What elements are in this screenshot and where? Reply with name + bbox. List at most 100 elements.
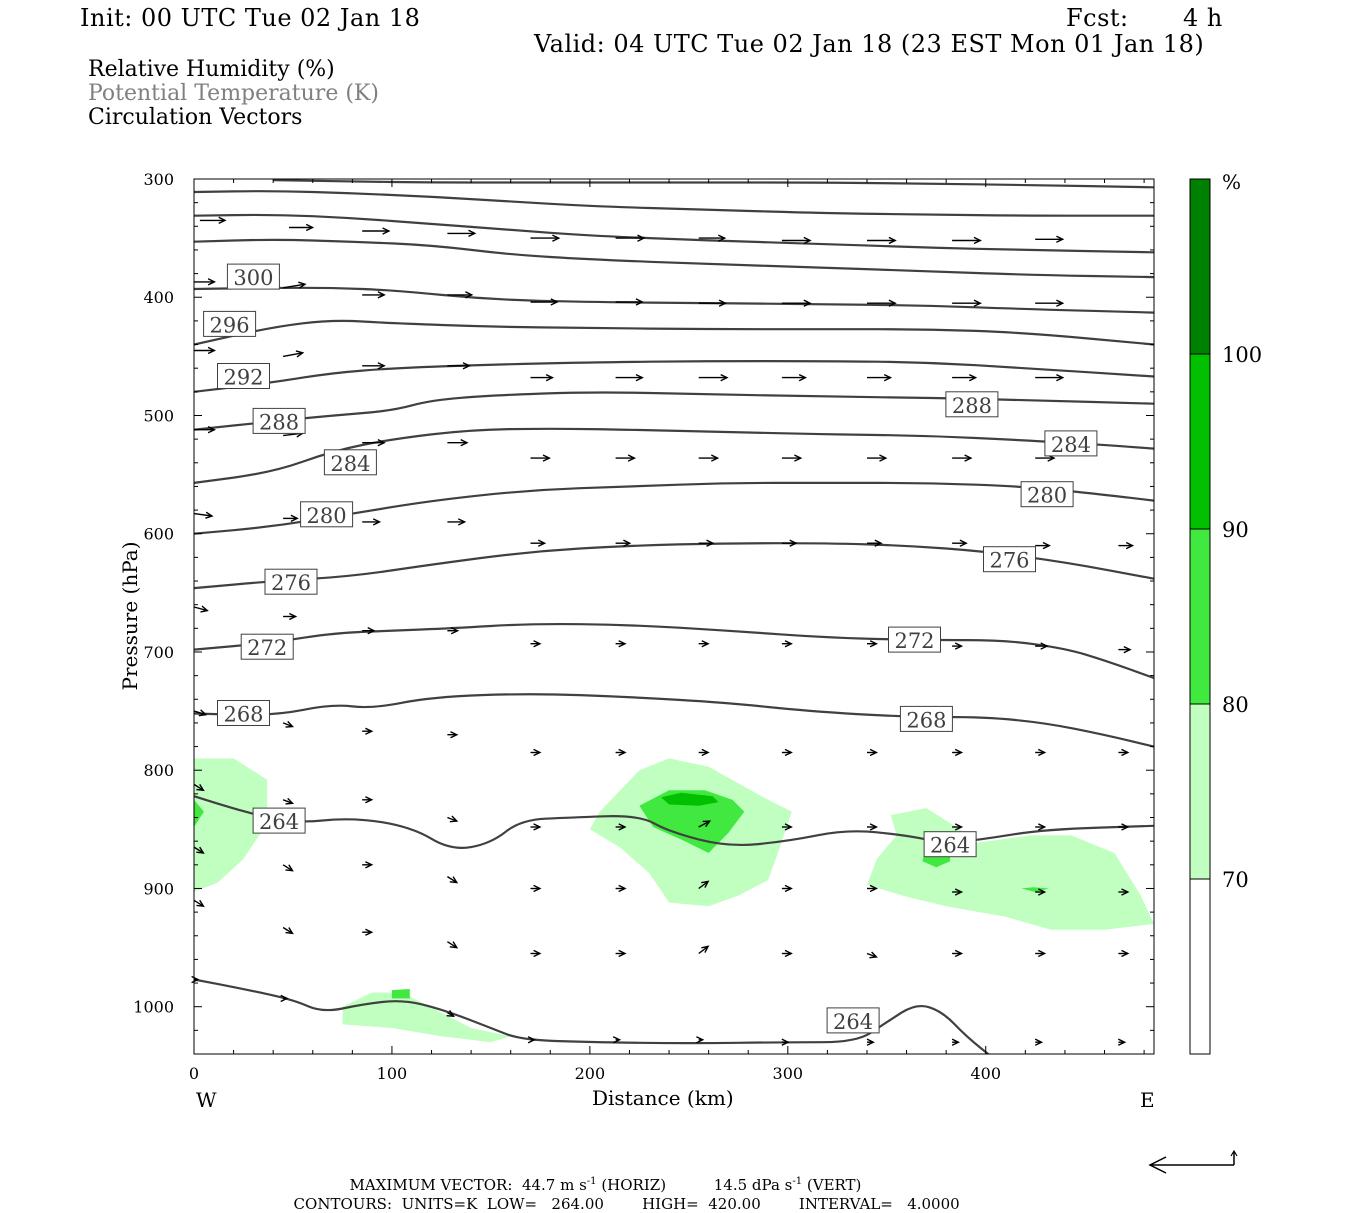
circulation-vector [194,346,217,355]
circulation-vector [781,640,793,648]
colorbar-label: 100 [1222,343,1262,367]
circulation-vector [1035,949,1047,958]
circulation-vector [447,229,477,238]
theta-contour-264 [194,978,990,1054]
vector-head [449,815,459,823]
theta-label-box [203,310,257,337]
circulation-vector [1035,299,1065,307]
vector-head [883,373,893,382]
vector-shaft [282,864,293,872]
circulation-vector [1118,888,1130,896]
circulation-vector [283,514,299,523]
vector-head [701,640,710,648]
circulation-vector [530,373,555,382]
circulation-vector [362,227,391,235]
vector-head [205,511,214,519]
vector-head [367,626,376,635]
circulation-vector [289,223,315,232]
vector-head [874,539,883,547]
x-tick-label: 0 [189,1064,199,1083]
vector-head [701,945,710,953]
colorbar-label: 90 [1222,518,1249,542]
superscript: -1 [792,1176,803,1187]
circulation-vector [447,876,459,884]
vector-head [1056,299,1065,307]
vector-head [954,748,964,757]
circulation-vector [193,511,214,519]
theta-label-box [826,1007,880,1034]
vector-head [612,1036,622,1044]
rh-region-70 [342,992,511,1043]
theta-label-box [899,705,953,732]
circulation-vector [867,640,879,648]
circulation-vector [781,823,793,831]
vector-head [623,539,632,547]
circulation-vector [362,796,374,804]
circulation-vector [781,949,793,958]
relative-humidity-fill-layer [194,758,1154,1043]
vector-head [973,236,982,245]
theta-label-box [217,363,270,389]
vector-head [552,234,561,242]
theta-label-text: 292 [223,366,263,390]
vector-head [789,539,798,547]
vector-head [968,373,978,382]
circulation-vector [527,1036,537,1044]
vector-head [954,888,964,896]
vector-shaft [698,820,711,828]
theta-label-text: 268 [906,708,946,732]
vector-head [1125,541,1135,550]
circulation-vector [952,642,964,650]
theta-label-text: 272 [894,629,934,653]
vector-head [701,880,710,888]
vector-shaft [193,899,204,907]
vector-head [635,373,644,382]
x-end-label-west: W [196,1088,217,1112]
vector-shaft [193,512,213,517]
vector-shaft [282,722,293,728]
vector-head [973,299,982,307]
circulation-vector [698,640,710,648]
circulation-vector [530,539,547,547]
theta-label-box [323,449,377,476]
vector-head [377,438,386,447]
reference-vector-icon [1148,1149,1238,1174]
colorbar-unit: % [1222,170,1241,194]
x-tick-label: 300 [773,1064,804,1083]
legend-relative-humidity: Relative Humidity (%) [88,57,335,82]
theta-label-text: 276 [989,549,1029,573]
circulation-vector [1034,1038,1044,1046]
vector-head [449,876,459,884]
vector-head [803,299,812,307]
circulation-vector [362,928,374,936]
legend-potential-temperature: Potential Temperature (K) [88,81,379,106]
vector-shaft [866,952,877,958]
theta-label: 284 [323,449,377,476]
vector-head [803,236,812,245]
vector-head [964,454,973,462]
vector-shaft [193,710,206,716]
contour-high-label: HIGH= [642,1195,699,1213]
circulation-vector [781,454,803,462]
circulation-vector [615,823,627,831]
colorbar-segment [1190,354,1210,529]
circulation-vector [867,454,888,462]
circulation-vector [615,454,637,462]
vector-head [207,425,217,434]
vector-head [869,748,879,757]
vector-head [196,846,205,854]
vector-head [784,884,793,893]
vector-head [537,539,547,547]
vector-head [784,748,793,757]
theta-label-text: 272 [247,636,287,660]
theta-label-text: 264 [833,1010,873,1034]
forecast-label: Fcst: [1066,4,1129,32]
circulation-vector [867,823,879,831]
theta-label: 284 [1044,430,1098,457]
max-vector-vert-unit: (VERT) [806,1176,862,1194]
y-tick-label: 600 [143,525,174,544]
colorbar-label: 80 [1222,693,1249,717]
colorbar-segment [1190,529,1210,704]
theta-label-box [240,633,294,660]
